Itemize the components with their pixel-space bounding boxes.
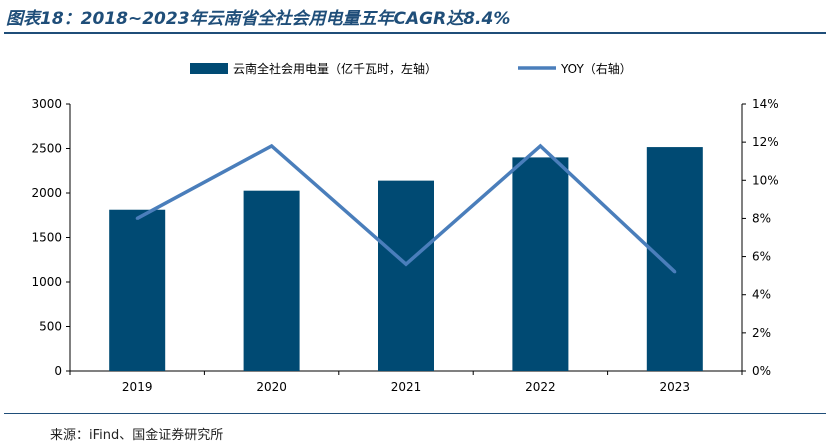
axes: 0 500 1000 1500 2000 2500 3000 0% 2% 4% 6% 8% 10% 12%… bbox=[31, 97, 778, 378]
right-tick-label: 0% bbox=[752, 364, 771, 378]
chart-title: 图表18：2018~2023年云南省全社会用电量五年CAGR达8.4% bbox=[6, 9, 511, 29]
title-divider bbox=[4, 32, 826, 34]
x-tick-label: 2019 bbox=[122, 380, 153, 394]
x-tick-label: 2022 bbox=[525, 380, 556, 394]
yoy-point-2019 bbox=[135, 216, 139, 220]
footer-divider bbox=[4, 413, 826, 414]
bar-2020 bbox=[243, 190, 300, 371]
x-tick-label: 2023 bbox=[660, 380, 691, 394]
bar-series bbox=[109, 147, 703, 371]
yoy-point-2022 bbox=[538, 144, 542, 148]
yoy-point-2020 bbox=[270, 144, 274, 148]
right-tick-label: 2% bbox=[752, 326, 771, 340]
source-note: 来源：iFind、国金证券研究所 bbox=[50, 428, 224, 443]
x-axis-labels: 2019 2020 2021 2022 2023 bbox=[122, 380, 690, 394]
left-tick-label: 3000 bbox=[31, 97, 62, 111]
left-tick-label: 1500 bbox=[31, 231, 62, 245]
left-tick-label: 500 bbox=[39, 320, 62, 334]
left-tick-label: 2500 bbox=[31, 142, 62, 156]
legend-bar-swatch bbox=[190, 63, 228, 74]
right-tick-label: 4% bbox=[752, 288, 771, 302]
bar-2022 bbox=[512, 157, 569, 371]
yoy-point-2021 bbox=[404, 262, 408, 266]
right-tick-label: 10% bbox=[752, 173, 779, 187]
legend-line-label: YOY（右轴） bbox=[560, 61, 632, 76]
legend: 云南全社会用电量（亿千瓦时，左轴） YOY（右轴） bbox=[190, 61, 632, 76]
right-tick-label: 12% bbox=[752, 135, 779, 149]
left-tick-label: 2000 bbox=[31, 186, 62, 200]
right-tick-label: 14% bbox=[752, 97, 779, 111]
left-tick-label: 1000 bbox=[31, 275, 62, 289]
left-tick-label: 0 bbox=[54, 364, 62, 378]
line-series bbox=[135, 143, 677, 274]
bar-2019 bbox=[109, 209, 166, 371]
x-tick-label: 2020 bbox=[256, 380, 287, 394]
yoy-point-2023 bbox=[673, 270, 677, 274]
right-tick-label: 8% bbox=[752, 211, 771, 225]
bar-2021 bbox=[378, 180, 434, 371]
x-tick-label: 2021 bbox=[391, 380, 422, 394]
right-tick-label: 6% bbox=[752, 250, 771, 264]
legend-bar-label: 云南全社会用电量（亿千瓦时，左轴） bbox=[233, 61, 437, 76]
bar-2023 bbox=[646, 147, 703, 371]
